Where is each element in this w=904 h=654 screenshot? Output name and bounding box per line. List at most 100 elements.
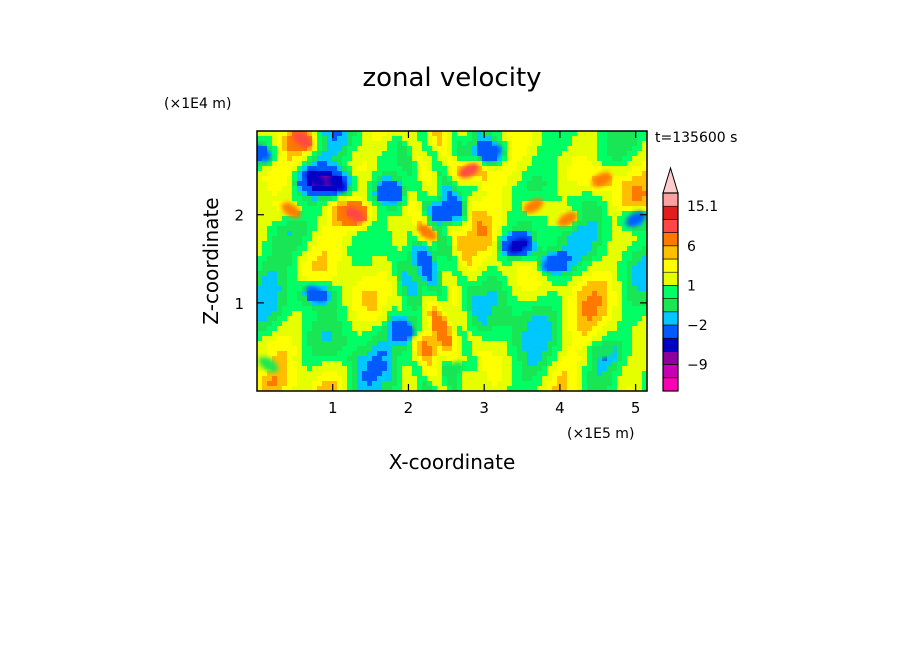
field-cell xyxy=(627,161,633,167)
field-cell xyxy=(317,141,323,147)
field-cell xyxy=(317,216,323,222)
field-cell xyxy=(522,381,528,387)
field-cell xyxy=(352,336,358,342)
field-cell xyxy=(357,361,363,367)
field-cell xyxy=(332,136,338,142)
field-cell xyxy=(267,201,273,207)
field-cell xyxy=(502,326,508,332)
field-cell xyxy=(277,271,283,277)
field-cell xyxy=(337,261,343,267)
field-cell xyxy=(632,226,638,232)
field-cell xyxy=(607,321,613,327)
field-cell xyxy=(292,151,298,157)
field-cell xyxy=(377,331,383,337)
field-cell xyxy=(327,301,333,307)
field-cell xyxy=(592,211,598,217)
field-cell xyxy=(447,176,453,182)
field-cell xyxy=(312,231,318,237)
field-cell xyxy=(307,276,313,282)
field-cell xyxy=(467,346,473,352)
field-cell xyxy=(392,171,398,177)
field-cell xyxy=(542,281,548,287)
field-cell xyxy=(422,241,428,247)
field-cell xyxy=(432,156,438,162)
field-cell xyxy=(557,246,563,252)
field-cell xyxy=(292,366,298,372)
field-cell xyxy=(347,146,353,152)
field-cell xyxy=(342,271,348,277)
field-cell xyxy=(497,231,503,237)
field-cell xyxy=(282,381,288,387)
field-cell xyxy=(592,366,598,372)
field-cell xyxy=(412,361,418,367)
colorbar-label: −9 xyxy=(687,358,708,374)
field-cell xyxy=(607,276,613,282)
field-cell xyxy=(347,341,353,347)
field-cell xyxy=(582,356,588,362)
field-cell xyxy=(462,141,468,147)
field-cell xyxy=(417,201,423,207)
field-cell xyxy=(432,346,438,352)
field-cell xyxy=(377,201,383,207)
field-cell xyxy=(467,131,473,137)
field-cell xyxy=(582,331,588,337)
field-cell xyxy=(387,206,393,212)
field-cell xyxy=(582,181,588,187)
field-cell xyxy=(442,146,448,152)
feature-mark-11 xyxy=(292,131,313,148)
field-cell xyxy=(407,201,413,207)
field-cell xyxy=(542,256,548,262)
field-cell xyxy=(562,356,568,362)
field-cell xyxy=(417,311,423,317)
field-cell xyxy=(467,326,473,332)
field-cell xyxy=(272,356,278,362)
field-cell xyxy=(507,326,513,332)
field-cell xyxy=(347,346,353,352)
field-cell xyxy=(352,296,358,302)
field-cell xyxy=(372,306,378,312)
field-cell xyxy=(627,141,633,147)
field-cell xyxy=(532,146,538,152)
field-cell xyxy=(422,366,428,372)
field-cell xyxy=(587,166,593,172)
field-cell xyxy=(272,251,278,257)
field-cell xyxy=(592,136,598,142)
field-cell xyxy=(342,156,348,162)
field-cell xyxy=(452,301,458,307)
field-cell xyxy=(552,336,558,342)
field-cell xyxy=(277,146,283,152)
field-cell xyxy=(602,216,608,222)
field-cell xyxy=(352,236,358,242)
field-cell xyxy=(642,181,647,187)
field-cell xyxy=(387,176,393,182)
field-cell xyxy=(637,311,643,317)
field-cell xyxy=(587,326,593,332)
field-cell xyxy=(367,381,373,387)
field-cell xyxy=(332,191,338,197)
field-cell xyxy=(627,201,633,207)
field-cell xyxy=(352,221,358,227)
field-cell xyxy=(387,151,393,157)
field-cell xyxy=(367,186,373,192)
field-cell xyxy=(642,276,647,282)
field-cell xyxy=(517,196,523,202)
field-cell xyxy=(462,176,468,182)
field-cell xyxy=(517,191,523,197)
field-cell xyxy=(367,281,373,287)
field-cell xyxy=(352,266,358,272)
field-cell xyxy=(422,281,428,287)
field-cell xyxy=(612,331,618,337)
field-cell xyxy=(352,376,358,382)
field-cell xyxy=(262,251,268,257)
field-cell xyxy=(322,201,328,207)
colorbar-segment xyxy=(662,219,679,233)
feature-mark-5 xyxy=(542,255,563,271)
field-cell xyxy=(422,236,428,242)
field-cell xyxy=(297,196,303,202)
field-cell xyxy=(447,351,453,357)
field-cell xyxy=(257,341,263,347)
field-cell xyxy=(497,376,503,382)
field-cell xyxy=(367,386,373,391)
field-cell xyxy=(297,271,303,277)
field-cell xyxy=(377,386,383,391)
